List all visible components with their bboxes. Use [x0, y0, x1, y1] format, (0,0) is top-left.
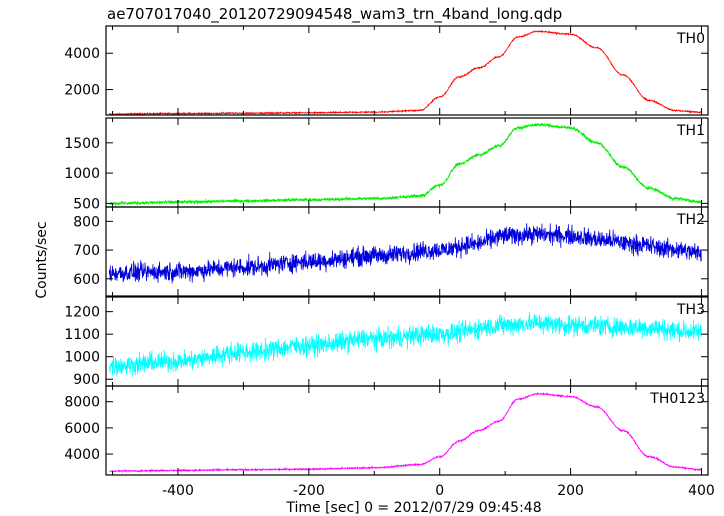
x-tick-label: 200: [557, 483, 584, 499]
x-tick-label: -200: [293, 483, 325, 499]
panel-frame: [105, 117, 709, 208]
y-tick-label: 1100: [64, 327, 100, 343]
y-tick-label: 800: [73, 214, 100, 230]
y-tick-label: 900: [73, 372, 100, 388]
y-tick-label: 700: [73, 243, 100, 259]
series-line-th2: [108, 223, 702, 284]
x-tick-label: 400: [688, 483, 715, 499]
panel-th3: 900 1000 1100 1200 TH3: [64, 296, 709, 388]
y-tick-label: 500: [73, 196, 100, 212]
panel-th2: 600 700 800 TH2: [73, 206, 709, 297]
y-tick-label: 1000: [64, 166, 100, 182]
panel-frame: [105, 206, 709, 297]
panel-frame: [105, 385, 709, 476]
panel-th0123: 4000 6000 8000 TH0123: [64, 385, 709, 476]
y-tick-label: 1200: [64, 305, 100, 321]
panel-label-th3: TH3: [676, 302, 705, 318]
x-tick-label: -400: [162, 483, 194, 499]
y-tick-label: 4000: [64, 447, 100, 463]
x-tick-label: 0: [435, 483, 444, 499]
y-tick-label: 1500: [64, 136, 100, 152]
series-line-th0: [108, 29, 702, 116]
series-line-th3: [108, 311, 702, 377]
y-tick-label: 6000: [64, 421, 100, 437]
panel-label-th1: TH1: [676, 123, 705, 139]
panel-th1: 500 1000 1500 TH1: [64, 117, 709, 212]
y-tick-label: 1000: [64, 350, 100, 366]
panel-frame: [105, 25, 709, 116]
y-tick-label: 600: [73, 272, 100, 288]
chart-title: ae707017040_20120729094548_wam3_trn_4ban…: [107, 5, 562, 24]
y-axis-label: Counts/sec: [34, 221, 50, 298]
y-tick-label: 4000: [64, 46, 100, 62]
y-tick-label: 8000: [64, 395, 100, 411]
panel-th0: 2000 4000 TH0: [64, 25, 709, 116]
panel-label-th0123: TH0123: [649, 391, 705, 407]
series-line-th0123: [109, 391, 702, 474]
x-axis-label: Time [sec] 0 = 2012/07/29 09:45:48: [285, 500, 541, 516]
series-line-th1: [108, 122, 702, 207]
panel-label-th0: TH0: [676, 31, 705, 47]
y-tick-label: 2000: [64, 83, 100, 99]
panel-label-th2: TH2: [676, 212, 705, 228]
